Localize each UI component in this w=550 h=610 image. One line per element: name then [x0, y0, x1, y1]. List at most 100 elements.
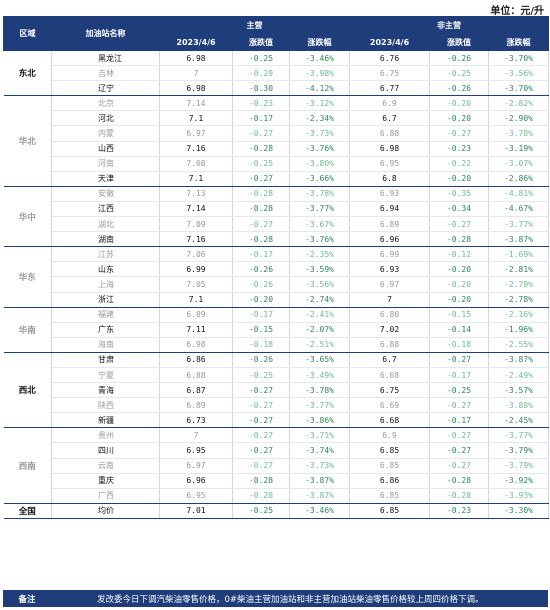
main-price: 7.11: [159, 322, 233, 338]
price-table: 区域 加油站名称 主营 非主营 2023/4/6 涨跌值 涨跌幅 2023/4/…: [3, 16, 550, 519]
non-main-pct: -3.77%: [488, 427, 550, 444]
station-name: 福建: [51, 307, 160, 323]
station-name: 湖南: [51, 231, 160, 248]
non-main-change: -0.26: [429, 80, 490, 97]
region-cell: 华东: [3, 246, 52, 308]
table-row: 全国 均价 7.01 -0.25 -3.46% 6.85 -0.23 -3.30%: [3, 503, 550, 519]
main-price: 7.14: [159, 201, 233, 218]
main-pct: -2.41%: [289, 307, 351, 323]
main-pct: -3.78%: [289, 382, 351, 399]
station-name: 青海: [51, 382, 160, 399]
table-body: 东北 黑龙江 6.98 -0.25 -3.46% 6.76 -0.26 -3.70% 吉林 7 -0…: [3, 50, 550, 519]
non-main-change: -0.27: [429, 397, 490, 414]
non-main-change: -0.23: [429, 503, 490, 519]
non-main-price: 6.85: [349, 458, 431, 474]
main-price: 6.98: [159, 80, 233, 97]
main-change: -0.28: [232, 141, 290, 157]
table-row: 新疆 6.73 -0.27 -3.86% 6.68 -0.17 -2.45%: [4, 412, 550, 429]
table-row: 江西 7.14 -0.28 -3.77% 6.94 -0.34 -4.67%: [4, 201, 550, 218]
station-name: 四川: [51, 442, 160, 459]
main-price: 7.01: [159, 503, 233, 519]
main-change: -0.27: [232, 397, 290, 414]
station-name: 贵州: [51, 427, 160, 444]
table-row: 华中 安徽 7.13 -0.28 -3.78% 6.93 -0.35 -4.81%: [3, 186, 550, 248]
main-change: -0.28: [232, 231, 290, 248]
non-main-price: 6.69: [349, 397, 431, 414]
non-main-price: 6.97: [349, 276, 431, 293]
station-name: 山西: [51, 141, 160, 157]
main-change: -0.26: [232, 352, 290, 368]
table-row: 华北 北京 7.14 -0.23 -3.12% 6.9 -0.20 -2.82%: [3, 95, 550, 187]
table-row: 华东 江苏 7.06 -0.17 -2.35% 6.99 -0.12 -1.69%: [3, 246, 550, 308]
non-main-change: -0.27: [429, 352, 490, 368]
main-price: 7: [159, 427, 233, 444]
non-main-price: 6.94: [349, 201, 431, 218]
table-row: 河南 7.08 -0.25 -3.80% 6.95 -0.22 -3.07%: [4, 156, 550, 172]
non-main-pct: -2.90%: [488, 110, 550, 127]
non-main-pct: -3.79%: [488, 458, 550, 474]
table-row: 东北 黑龙江 6.98 -0.25 -3.46% 6.76 -0.26 -3.70%: [3, 50, 550, 97]
main-pct: -2.34%: [289, 110, 351, 127]
main-price: 7.09: [159, 216, 233, 233]
non-main-change: -0.17: [429, 412, 490, 429]
main-change: -0.27: [232, 171, 290, 187]
header-non-main: 非主营: [349, 16, 550, 35]
station-name: 甘肃: [51, 352, 160, 368]
non-main-pct: -3.56%: [488, 65, 550, 82]
footer-text: 发改委今日下调汽柴油零售价格，0#柴油主营加油站和非主营加油站柴油零售价格较上周…: [97, 594, 484, 605]
main-change: -0.17: [232, 307, 290, 323]
station-name: 内蒙: [51, 125, 160, 142]
non-main-change: -0.35: [429, 186, 490, 202]
non-main-pct: -3.70%: [488, 50, 550, 67]
main-pct: -4.12%: [289, 80, 351, 97]
non-main-price: 6.68: [349, 367, 431, 384]
main-price: 7.16: [159, 141, 233, 157]
main-pct: -3.98%: [289, 65, 351, 82]
main-price: 6.88: [159, 367, 233, 384]
table-row: 广东 7.11 -0.15 -2.07% 7.02 -0.14 -1.96%: [4, 322, 550, 338]
main-price: 7.1: [159, 171, 233, 187]
main-price: 7: [159, 65, 233, 82]
non-main-price: 6.99: [349, 246, 431, 263]
main-price: 7.08: [159, 156, 233, 172]
non-main-price: 6.95: [349, 156, 431, 172]
main-change: -0.18: [232, 337, 290, 353]
footer-label: 备注: [18, 594, 36, 605]
non-main-change: -0.28: [429, 231, 490, 248]
main-change: -0.15: [232, 322, 290, 338]
main-change: -0.27: [232, 382, 290, 399]
main-change: -0.27: [232, 412, 290, 429]
table-row: 吉林 7 -0.29 -3.98% 6.75 -0.25 -3.56%: [4, 65, 550, 82]
table-row: 辽宁 6.98 -0.30 -4.12% 6.77 -0.26 -3.70%: [4, 80, 550, 97]
non-main-price: 6.7: [349, 352, 431, 368]
non-main-price: 6.96: [349, 231, 431, 248]
non-main-pct: -2.49%: [488, 367, 550, 384]
table-row: 山西 7.16 -0.28 -3.76% 6.98 -0.23 -3.19%: [4, 141, 550, 157]
main-price: 7.1: [159, 292, 233, 308]
main-pct: -3.12%: [289, 95, 351, 112]
main-change: -0.26: [232, 261, 290, 278]
non-main-change: -0.14: [429, 322, 490, 338]
main-pct: -3.77%: [289, 397, 351, 414]
region-cell: 华南: [3, 307, 52, 353]
non-main-pct: -2.82%: [488, 95, 550, 112]
table-row: 浙江 7.1 -0.20 -2.74% 7 -0.20 -2.78%: [4, 292, 550, 308]
non-main-pct: -3.30%: [488, 503, 550, 519]
main-pct: -2.51%: [289, 337, 351, 353]
table-row: 宁夏 6.88 -0.25 -3.49% 6.68 -0.17 -2.49%: [4, 367, 550, 384]
non-main-pct: -3.88%: [488, 397, 550, 414]
table-row: 山东 6.99 -0.26 -3.59% 6.93 -0.20 -2.81%: [4, 261, 550, 278]
main-price: 6.95: [159, 488, 233, 504]
table-row: 河北 7.1 -0.17 -2.34% 6.7 -0.20 -2.90%: [4, 110, 550, 127]
non-main-price: 6.76: [349, 50, 431, 67]
non-main-pct: -3.87%: [488, 231, 550, 248]
table-row: 湖北 7.09 -0.27 -3.67% 6.89 -0.27 -3.77%: [4, 216, 550, 233]
non-main-pct: -3.70%: [488, 80, 550, 97]
non-main-price: 6.75: [349, 382, 431, 399]
non-main-price: 6.9: [349, 95, 431, 112]
main-price: 6.89: [159, 307, 233, 323]
non-main-change: -0.23: [429, 141, 490, 157]
non-main-price: 6.93: [349, 186, 431, 202]
non-main-change: -0.26: [429, 50, 490, 67]
station-name: 安徽: [51, 186, 160, 202]
